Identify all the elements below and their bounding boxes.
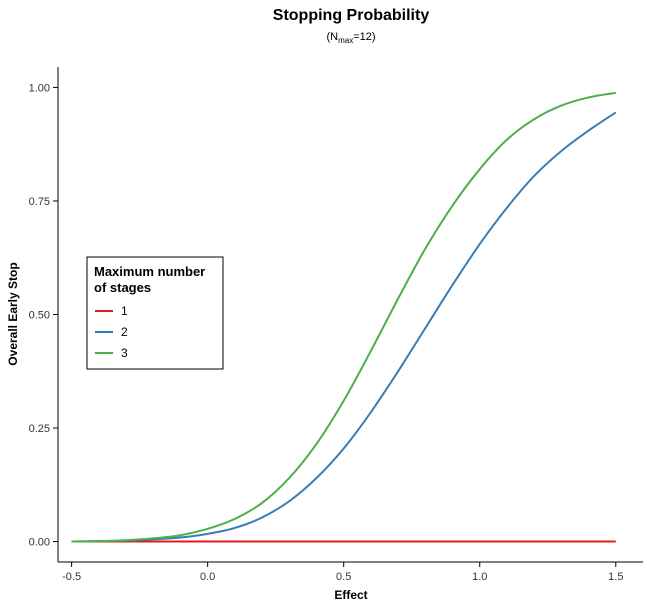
y-tick-label-4: 1.00 bbox=[29, 82, 50, 94]
series-lines bbox=[71, 91, 617, 543]
x-tick-label-1: 0.0 bbox=[200, 571, 215, 583]
x-axis-title: Effect bbox=[334, 588, 367, 602]
y-tick-label-2: 0.50 bbox=[29, 310, 50, 322]
subtitle-subscript: max bbox=[338, 36, 353, 45]
legend-label-1: 1 bbox=[121, 304, 128, 318]
legend-items: 1 2 3 bbox=[95, 304, 128, 360]
series-line-3 bbox=[71, 91, 616, 543]
subtitle-prefix: (N bbox=[326, 31, 338, 43]
y-ticks: 0.00 0.25 0.50 0.75 1.00 bbox=[29, 82, 58, 549]
legend-title-line-2: of stages bbox=[94, 280, 151, 295]
x-tick-label-2: 0.5 bbox=[336, 571, 351, 583]
legend-label-2: 2 bbox=[121, 325, 128, 339]
y-tick-label-0: 0.00 bbox=[29, 537, 50, 549]
x-tick-label-0: -0.5 bbox=[62, 571, 81, 583]
legend: Maximum number of stages 1 2 3 bbox=[86, 256, 224, 370]
y-tick-label-1: 0.25 bbox=[29, 423, 50, 435]
y-tick-label-3: 0.75 bbox=[29, 196, 50, 208]
chart-subtitle: (Nmax=12) bbox=[326, 31, 375, 45]
legend-label-3: 3 bbox=[121, 346, 128, 360]
y-axis-title: Overall Early Stop bbox=[6, 262, 20, 365]
x-tick-label-3: 1.0 bbox=[472, 571, 487, 583]
series-line-2 bbox=[71, 111, 617, 543]
legend-box bbox=[86, 256, 224, 370]
subtitle-suffix: =12) bbox=[353, 31, 375, 43]
x-ticks: -0.5 0.0 0.5 1.0 1.5 bbox=[62, 562, 623, 583]
chart-title: Stopping Probability bbox=[273, 7, 430, 24]
x-tick-label-4: 1.5 bbox=[608, 571, 623, 583]
legend-title-line-1: Maximum number bbox=[94, 264, 205, 279]
